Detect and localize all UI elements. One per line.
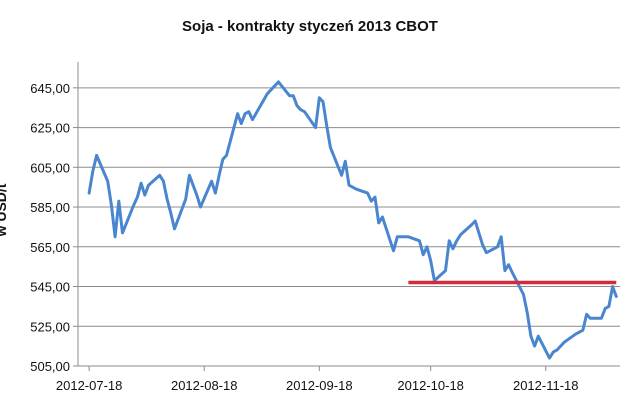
x-tick-label: 2012-11-18 xyxy=(513,378,579,393)
y-tick-label: 605,00 xyxy=(30,160,70,175)
x-tick-label: 2012-09-18 xyxy=(286,378,353,393)
series-line-0 xyxy=(87,80,618,360)
x-tick-label: 2012-10-18 xyxy=(397,378,464,393)
y-tick-label: 545,00 xyxy=(30,280,70,295)
chart-title: Soja - kontrakty styczeń 2013 CBOT xyxy=(182,18,438,35)
y-tick-label: 525,00 xyxy=(30,319,70,334)
y-axis-ticks: 505,00 525,00 545,00 565,00 585,00 605,00 625,… xyxy=(30,81,78,374)
x-axis-ticks: 2012-07-18 2012-08-18 2012-09-18 2012-10-18… xyxy=(56,366,579,393)
y-tick-label: 585,00 xyxy=(30,200,70,215)
y-tick-label: 505,00 xyxy=(30,359,70,374)
x-tick-label: 2012-08-18 xyxy=(171,378,238,393)
y-tick-label: 625,00 xyxy=(30,121,70,136)
series-layer xyxy=(87,80,618,360)
y-tick-label: 645,00 xyxy=(30,81,70,96)
y-tick-label: 565,00 xyxy=(30,240,70,255)
x-tick-label: 2012-07-18 xyxy=(56,378,123,393)
y-axis-label: w USD/t xyxy=(0,183,9,237)
